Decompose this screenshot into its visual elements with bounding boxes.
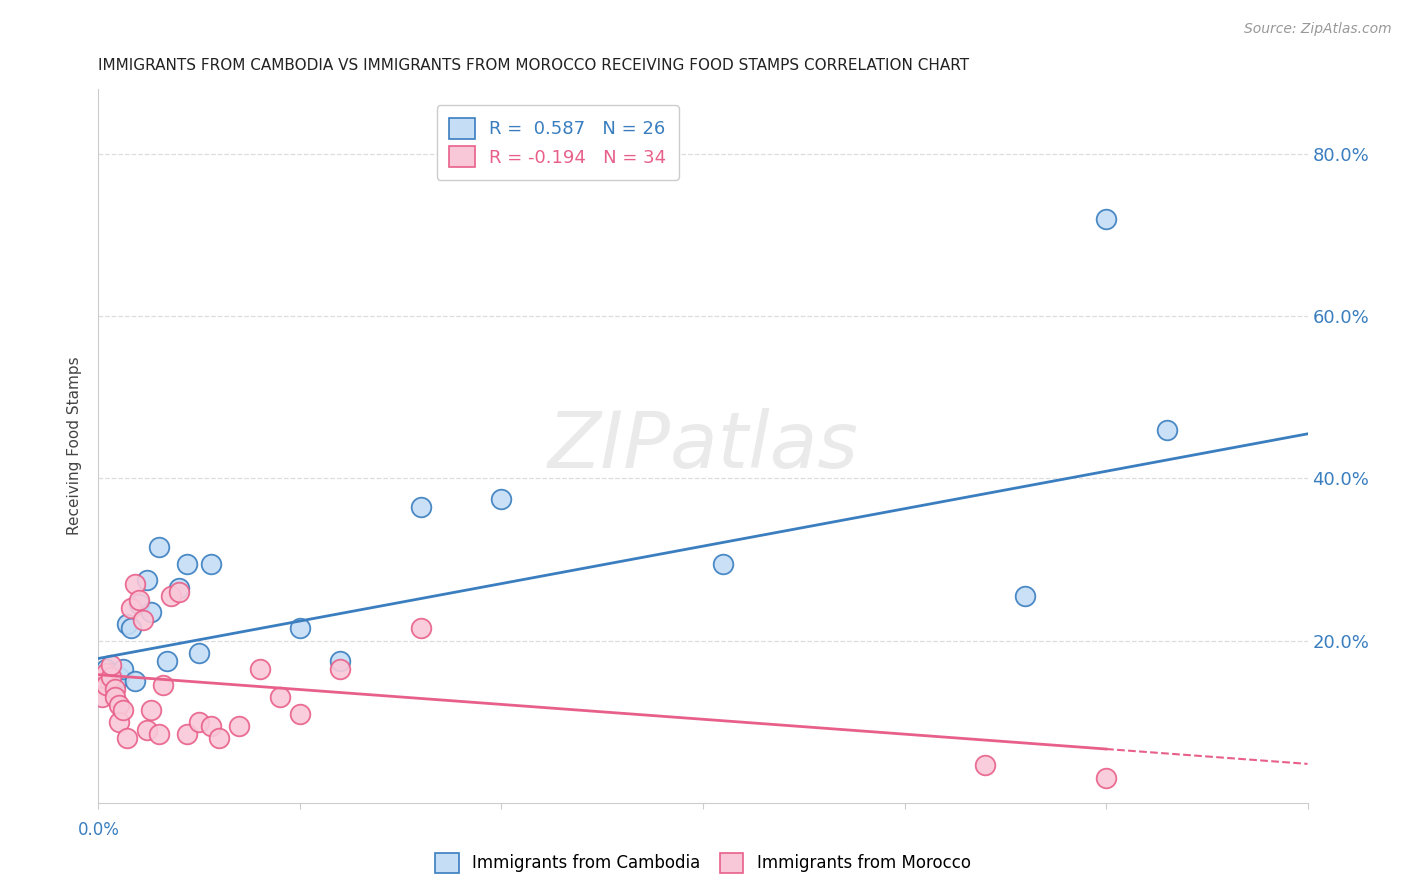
- Point: [249, 662, 271, 676]
- Point: [139, 702, 162, 716]
- Point: [135, 723, 157, 737]
- Point: [128, 593, 150, 607]
- Point: [120, 601, 142, 615]
- Point: [111, 662, 134, 676]
- Point: [974, 757, 997, 772]
- Point: [100, 657, 122, 672]
- Point: [107, 714, 129, 729]
- Point: [208, 731, 231, 745]
- Point: [100, 670, 122, 684]
- Point: [288, 622, 311, 636]
- Legend: Immigrants from Cambodia, Immigrants from Morocco: Immigrants from Cambodia, Immigrants fro…: [429, 847, 977, 880]
- Point: [120, 622, 142, 636]
- Point: [115, 731, 138, 745]
- Point: [200, 557, 222, 571]
- Point: [711, 557, 734, 571]
- Point: [124, 577, 146, 591]
- Point: [103, 678, 125, 692]
- Point: [124, 674, 146, 689]
- Point: [103, 690, 125, 705]
- Point: [228, 719, 250, 733]
- Point: [1014, 589, 1036, 603]
- Text: 0.0%: 0.0%: [77, 821, 120, 838]
- Text: ZIPatlas: ZIPatlas: [547, 408, 859, 484]
- Point: [409, 500, 432, 514]
- Point: [111, 702, 134, 716]
- Point: [329, 654, 352, 668]
- Legend: R =  0.587   N = 26, R = -0.194   N = 34: R = 0.587 N = 26, R = -0.194 N = 34: [437, 105, 679, 179]
- Point: [148, 727, 170, 741]
- Text: Source: ZipAtlas.com: Source: ZipAtlas.com: [1244, 22, 1392, 37]
- Point: [128, 597, 150, 611]
- Point: [91, 670, 114, 684]
- Point: [491, 491, 513, 506]
- Point: [167, 585, 190, 599]
- Point: [91, 670, 114, 684]
- Point: [1095, 211, 1118, 226]
- Point: [96, 662, 118, 676]
- Point: [176, 557, 198, 571]
- Point: [1095, 772, 1118, 786]
- Point: [132, 613, 155, 627]
- Point: [269, 690, 291, 705]
- Point: [148, 541, 170, 555]
- Point: [409, 622, 432, 636]
- Point: [167, 581, 190, 595]
- Point: [107, 698, 129, 713]
- Point: [160, 589, 183, 603]
- Point: [100, 666, 122, 681]
- Point: [152, 678, 174, 692]
- Point: [91, 690, 114, 705]
- Point: [139, 605, 162, 619]
- Point: [115, 617, 138, 632]
- Point: [288, 706, 311, 721]
- Point: [188, 714, 211, 729]
- Point: [96, 678, 118, 692]
- Point: [200, 719, 222, 733]
- Point: [156, 654, 179, 668]
- Point: [135, 573, 157, 587]
- Y-axis label: Receiving Food Stamps: Receiving Food Stamps: [67, 357, 83, 535]
- Text: IMMIGRANTS FROM CAMBODIA VS IMMIGRANTS FROM MOROCCO RECEIVING FOOD STAMPS CORREL: IMMIGRANTS FROM CAMBODIA VS IMMIGRANTS F…: [98, 58, 970, 73]
- Point: [188, 646, 211, 660]
- Point: [329, 662, 352, 676]
- Point: [176, 727, 198, 741]
- Point: [107, 670, 129, 684]
- Point: [103, 682, 125, 697]
- Point: [96, 666, 118, 681]
- Point: [1156, 423, 1178, 437]
